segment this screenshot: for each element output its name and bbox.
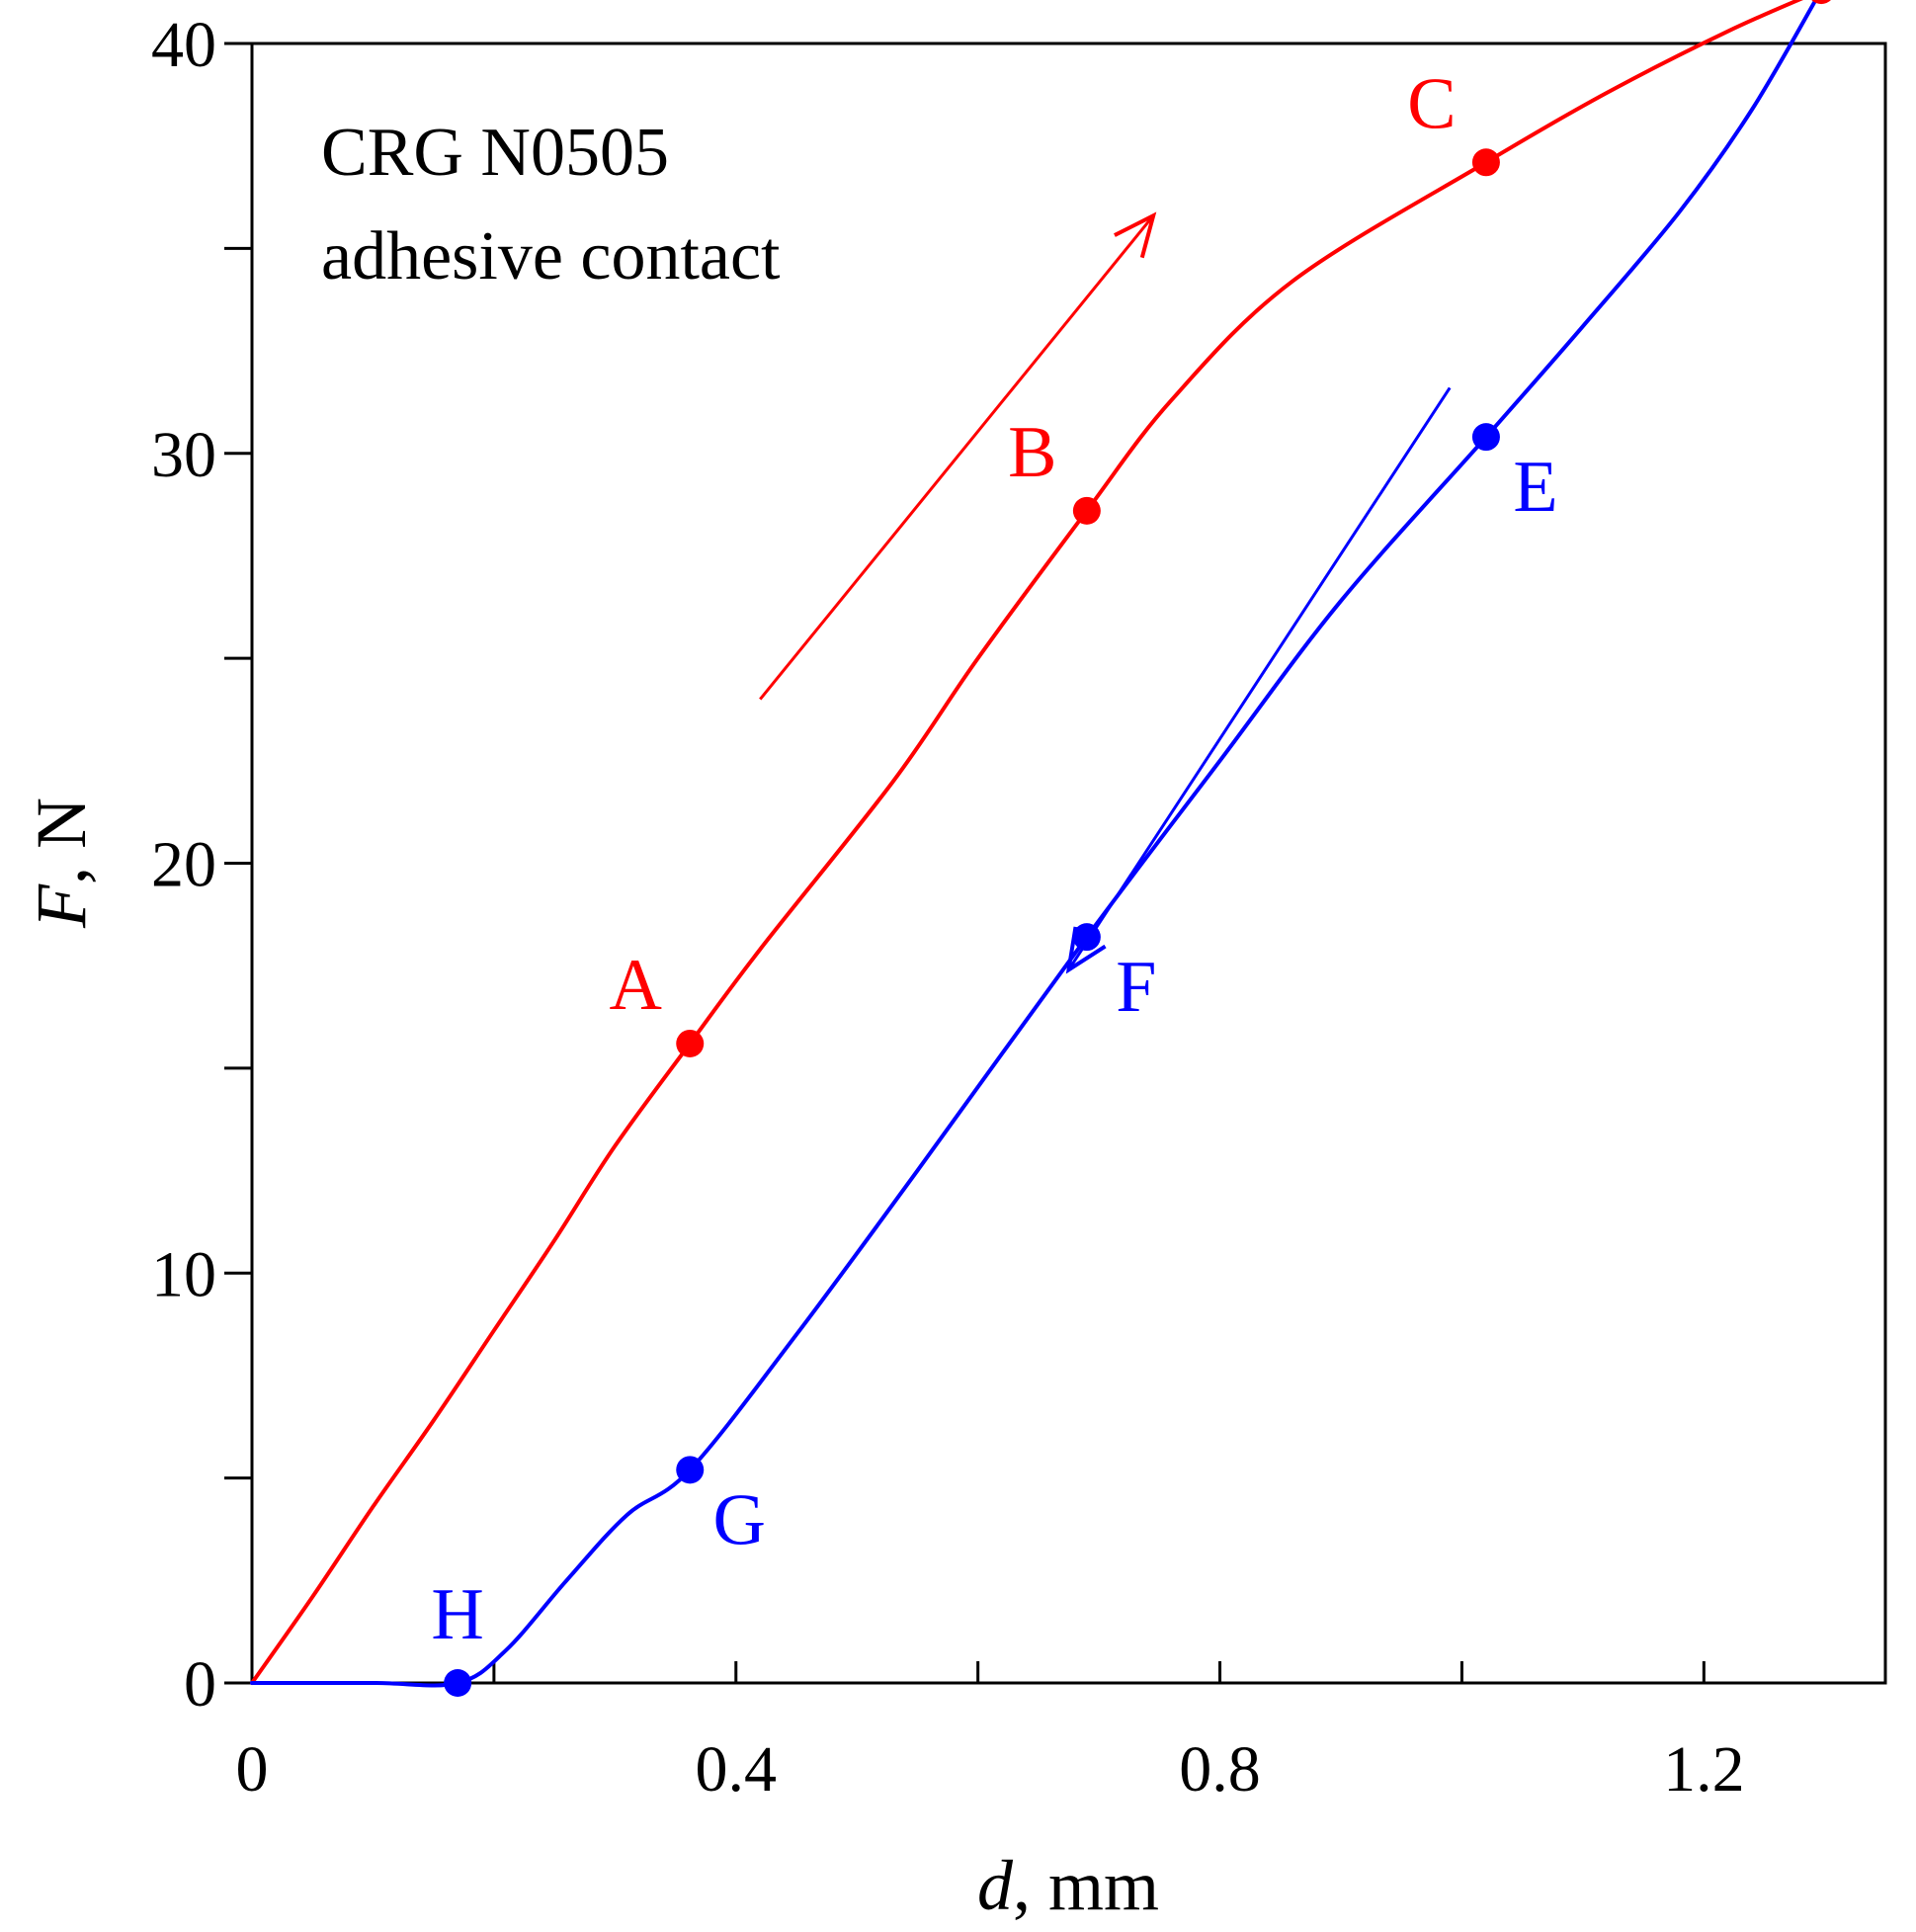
- x-tick-label: 1.2: [1663, 1733, 1745, 1806]
- unloading-curve: [250, 0, 1818, 1688]
- point-g: [676, 1456, 705, 1484]
- annotation-line-2: adhesive contact: [321, 218, 781, 294]
- x-tick-label: 0: [236, 1733, 269, 1806]
- point-label-b: B: [1008, 412, 1056, 493]
- point-e: [1471, 423, 1500, 452]
- y-axis-title: F, N: [22, 798, 101, 929]
- x-tick-label: 0.4: [696, 1733, 778, 1806]
- point-a: [676, 1029, 705, 1057]
- x-axis-title: d, mm: [977, 1846, 1159, 1925]
- point-label-g: G: [713, 1479, 766, 1560]
- loading-direction-arrow: [759, 211, 1157, 701]
- y-tick-label: 40: [151, 9, 216, 81]
- arrow-shaft: [759, 214, 1155, 701]
- axis-ticks: [224, 42, 1706, 1685]
- arrow-shaft: [1067, 386, 1452, 971]
- y-tick-label: 10: [151, 1238, 216, 1310]
- point-f: [1072, 923, 1101, 952]
- point-label-f: F: [1116, 947, 1156, 1028]
- direction-arrows: [759, 211, 1452, 974]
- point-b: [1072, 496, 1101, 525]
- point-label-a: A: [610, 945, 662, 1026]
- arrow-head: [1065, 926, 1107, 974]
- x-tick-label: 0.8: [1179, 1733, 1261, 1806]
- axis-tick-labels: 0 0.4 0.8 1.2 0 10 20 30 40: [151, 9, 1745, 1806]
- y-tick-label: 20: [151, 829, 216, 901]
- point-h: [444, 1669, 472, 1697]
- point-label-e: E: [1513, 447, 1557, 528]
- y-tick-label: 30: [151, 419, 216, 491]
- unloading-direction-arrow: [1065, 386, 1452, 974]
- data-points: ABCDEFGH: [431, 0, 1831, 1697]
- annotation-line-1: CRG N0505: [321, 115, 669, 191]
- point-label-c: C: [1407, 63, 1456, 144]
- point-label-h: H: [431, 1574, 483, 1655]
- arrow-head: [1114, 211, 1157, 259]
- point-c: [1471, 148, 1500, 177]
- point-d: [1811, 0, 1831, 5]
- y-tick-label: 0: [184, 1648, 216, 1721]
